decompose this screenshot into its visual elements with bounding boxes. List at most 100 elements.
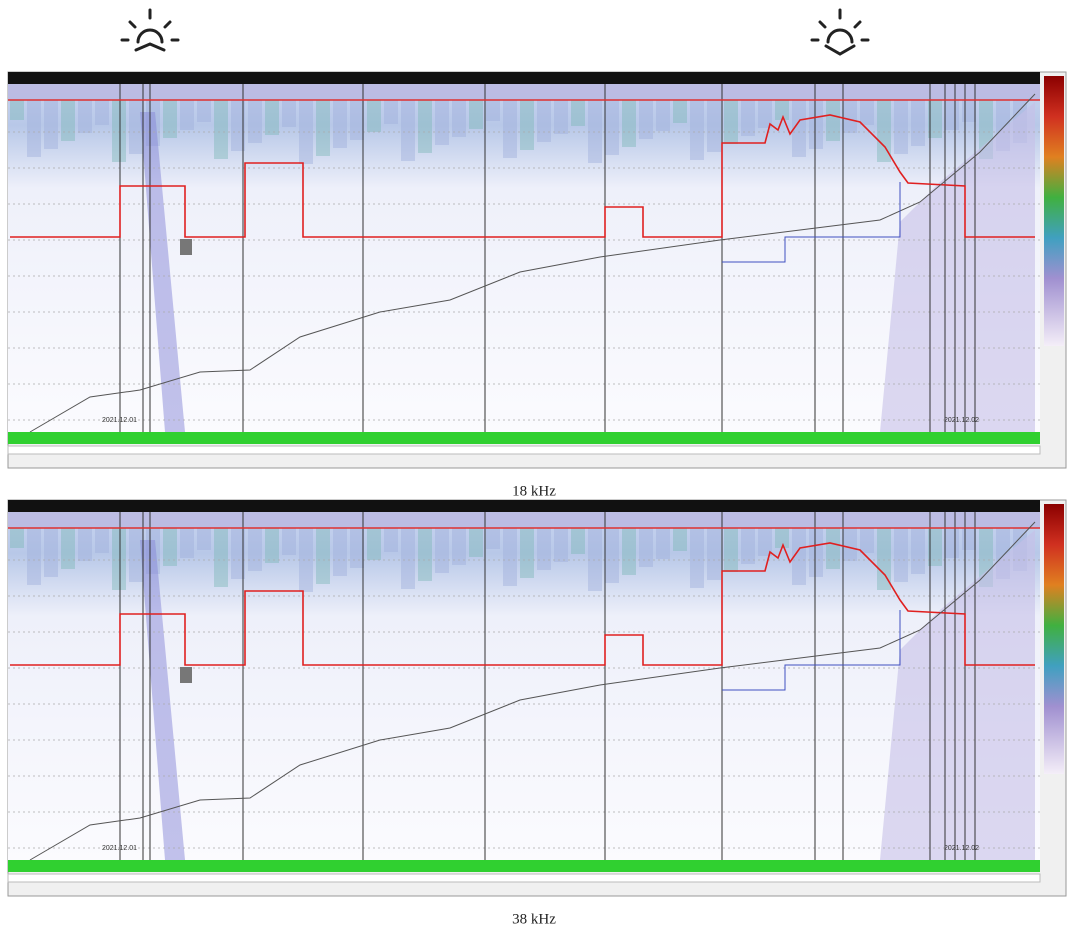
scatter-layer bbox=[826, 528, 840, 569]
scatter-layer bbox=[571, 528, 585, 554]
sunrise-icon bbox=[122, 10, 178, 50]
scatter-layer bbox=[843, 528, 857, 561]
scatter-layer bbox=[248, 100, 262, 143]
scatter-layer bbox=[707, 528, 721, 580]
scatter-layer bbox=[690, 100, 704, 160]
scatter-layer bbox=[537, 100, 551, 142]
color-scale bbox=[1044, 504, 1064, 774]
scatter-layer bbox=[265, 528, 279, 563]
top-bar bbox=[8, 72, 1040, 84]
surface-layer bbox=[8, 84, 1040, 100]
scatter-layer bbox=[265, 100, 279, 135]
bottom-bar bbox=[8, 432, 1040, 444]
scatter-layer bbox=[282, 528, 296, 555]
scatter-layer bbox=[503, 528, 517, 586]
scatter-layer bbox=[894, 528, 908, 582]
scatter-layer bbox=[843, 100, 857, 133]
scatter-layer bbox=[78, 528, 92, 561]
scatter-layer bbox=[724, 100, 738, 144]
scatter-layer bbox=[197, 100, 211, 122]
scatter-layer bbox=[690, 528, 704, 588]
sunset-icon bbox=[812, 10, 868, 54]
scatter-layer bbox=[27, 100, 41, 157]
panel-caption: 38 kHz bbox=[512, 911, 556, 927]
scatter-layer bbox=[520, 100, 534, 150]
panel-caption: 18 kHz bbox=[512, 483, 556, 499]
figure: 2021.12.012021.12.0218 kHz2021.12.012021… bbox=[0, 0, 1068, 936]
scatter-layer bbox=[911, 528, 925, 574]
scatter-layer bbox=[95, 528, 109, 553]
scatter-layer bbox=[741, 528, 755, 564]
scatter-layer bbox=[350, 528, 364, 568]
scatter-layer bbox=[401, 100, 415, 161]
color-scale bbox=[1044, 76, 1064, 346]
scatter-layer bbox=[10, 528, 24, 548]
scatter-layer bbox=[10, 100, 24, 120]
scatter-layer bbox=[554, 100, 568, 134]
scatter-layer bbox=[44, 100, 58, 149]
end-date: 2021.12.02 bbox=[944, 417, 979, 424]
scatter-layer bbox=[741, 100, 755, 136]
start-date: 2021.12.01 bbox=[102, 417, 137, 424]
scatter-layer bbox=[639, 528, 653, 567]
scatter-layer bbox=[95, 100, 109, 125]
bottom-bar bbox=[8, 860, 1040, 872]
scatter-layer bbox=[418, 100, 432, 153]
page: 2021.12.012021.12.0218 kHz2021.12.012021… bbox=[0, 0, 1068, 936]
scatter-layer bbox=[299, 528, 313, 592]
scatter-layer bbox=[486, 100, 500, 121]
scatter-layer bbox=[707, 100, 721, 152]
top-bar bbox=[8, 500, 1040, 512]
scroll-bar bbox=[8, 874, 1040, 882]
scatter-layer bbox=[112, 100, 126, 162]
scatter-layer bbox=[452, 528, 466, 565]
start-date: 2021.12.01 bbox=[102, 845, 137, 852]
scatter-layer bbox=[656, 528, 670, 559]
scatter-layer bbox=[333, 528, 347, 576]
scatter-layer bbox=[945, 528, 959, 558]
surface-layer bbox=[8, 512, 1040, 528]
scatter-layer bbox=[27, 528, 41, 585]
scatter-layer bbox=[826, 100, 840, 141]
scatter-layer bbox=[316, 100, 330, 156]
scatter-layer bbox=[435, 528, 449, 573]
scatter-layer bbox=[554, 528, 568, 562]
scatter-layer bbox=[180, 100, 194, 130]
scatter-layer bbox=[894, 100, 908, 154]
scatter-layer bbox=[588, 100, 602, 163]
scatter-layer bbox=[605, 528, 619, 583]
scatter-layer bbox=[333, 100, 347, 148]
scatter-layer bbox=[401, 528, 415, 589]
scatter-layer bbox=[860, 100, 874, 125]
scatter-layer bbox=[571, 100, 585, 126]
scatter-layer bbox=[316, 528, 330, 584]
scatter-layer bbox=[605, 100, 619, 155]
scatter-layer bbox=[503, 100, 517, 158]
scatter-layer bbox=[673, 528, 687, 551]
scatter-layer bbox=[367, 528, 381, 560]
echogram-panel: 2021.12.01 2021.12.02 bbox=[8, 72, 1066, 468]
scatter-layer bbox=[537, 528, 551, 570]
scatter-layer bbox=[418, 528, 432, 581]
scatter-layer bbox=[775, 100, 789, 120]
scatter-layer bbox=[469, 100, 483, 129]
scatter-layer bbox=[78, 100, 92, 133]
scatter-layer bbox=[452, 100, 466, 137]
scatter-layer bbox=[911, 100, 925, 146]
scatter-layer bbox=[622, 100, 636, 147]
scatter-layer bbox=[384, 100, 398, 124]
scatter-layer bbox=[214, 528, 228, 587]
scatter-layer bbox=[129, 528, 143, 582]
echogram-panel: 2021.12.012021.12.02 bbox=[8, 500, 1066, 896]
scatter-layer bbox=[724, 528, 738, 572]
scatter-layer bbox=[61, 100, 75, 141]
scatter-layer bbox=[129, 100, 143, 154]
scatter-layer bbox=[367, 100, 381, 132]
marker-box bbox=[180, 239, 192, 255]
scatter-layer bbox=[248, 528, 262, 571]
scatter-layer bbox=[214, 100, 228, 159]
scatter-layer bbox=[962, 100, 976, 122]
scatter-layer bbox=[945, 100, 959, 130]
scatter-layer bbox=[962, 528, 976, 550]
scatter-layer bbox=[435, 100, 449, 145]
